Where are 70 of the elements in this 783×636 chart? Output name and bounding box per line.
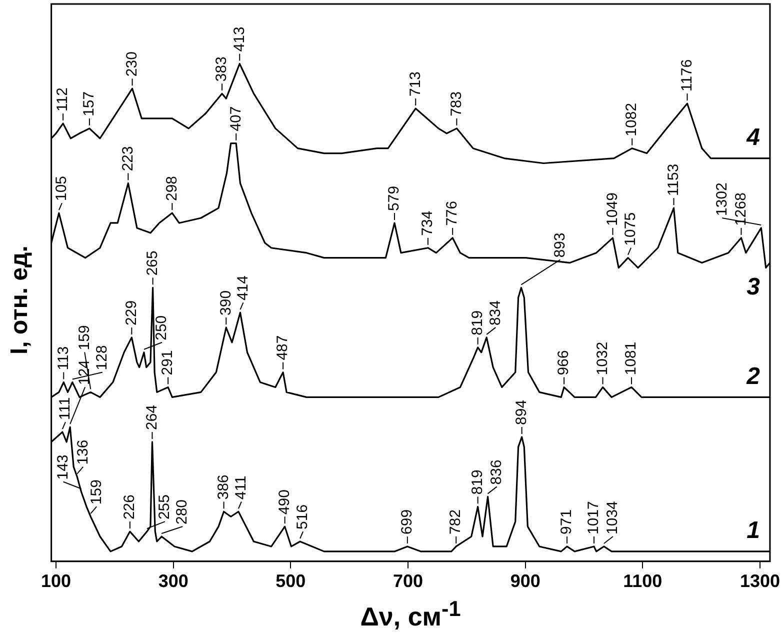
annotation: 1153 bbox=[664, 164, 682, 196]
annotation: 250 bbox=[153, 315, 170, 340]
annotation: 390 bbox=[217, 290, 234, 316]
series-label: 3 bbox=[746, 273, 761, 300]
annotation: 113 bbox=[54, 346, 72, 370]
annotation: 490 bbox=[276, 490, 293, 515]
annotation: 291 bbox=[159, 350, 176, 376]
annotation: 226 bbox=[121, 494, 138, 520]
annotation: 1034 bbox=[604, 501, 622, 534]
annotation: 128 bbox=[94, 345, 111, 370]
annotation: 834 bbox=[486, 300, 504, 326]
annotation: 713 bbox=[406, 71, 424, 97]
annotation: 1017 bbox=[585, 501, 602, 534]
annotation: 280 bbox=[174, 499, 191, 525]
annotation: 407 bbox=[227, 106, 244, 132]
annotation: 1082 bbox=[623, 102, 640, 136]
annotation: 411 bbox=[232, 476, 250, 500]
annotation: 699 bbox=[398, 509, 416, 534]
annotation: 112 bbox=[54, 88, 72, 112]
annotation: 159 bbox=[88, 480, 105, 505]
x-axis-title: Δν, см$^{-1}$ bbox=[359, 596, 462, 633]
annotation: 819 bbox=[468, 310, 486, 336]
annotation: 1081 bbox=[622, 342, 640, 376]
annotation: 1075 bbox=[622, 212, 640, 246]
x-tick-label: 300 bbox=[158, 571, 188, 592]
x-tick-label: 500 bbox=[276, 571, 306, 592]
annotation: 776 bbox=[444, 200, 461, 226]
annotation: 1032 bbox=[594, 342, 611, 376]
annotation: 413 bbox=[230, 26, 248, 52]
annotation: 487 bbox=[274, 335, 292, 360]
annotation: 414 bbox=[234, 276, 252, 301]
y-axis-title: I, отн. ед. bbox=[6, 244, 34, 356]
annotation: 229 bbox=[122, 300, 140, 326]
annotation: 819 bbox=[468, 470, 486, 495]
annotation: 516 bbox=[294, 504, 312, 530]
annotation: 1268 bbox=[732, 192, 750, 226]
x-tick-label: 1300 bbox=[740, 571, 780, 592]
annotation: 782 bbox=[447, 509, 464, 534]
annotation: 230 bbox=[123, 52, 140, 77]
annotation: 383 bbox=[213, 56, 230, 82]
annotation: 143 bbox=[54, 454, 72, 480]
annotation: 265 bbox=[144, 250, 161, 276]
annotation: 894 bbox=[512, 400, 530, 425]
x-tick-label: 900 bbox=[510, 571, 540, 592]
annotation: 1176 bbox=[678, 59, 696, 92]
annotation: 223 bbox=[119, 146, 136, 172]
annotation: 136 bbox=[74, 440, 92, 465]
annotation: 966 bbox=[555, 350, 572, 376]
x-tick-label: 100 bbox=[40, 571, 72, 592]
annotation: 1049 bbox=[604, 192, 621, 226]
x-tick-label: 1100 bbox=[623, 571, 662, 592]
annotation: 157 bbox=[80, 91, 98, 116]
annotation: 159 bbox=[76, 325, 93, 350]
series-label: 2 bbox=[746, 362, 761, 390]
series-label: 1 bbox=[746, 517, 760, 544]
series-label: 4 bbox=[746, 124, 760, 151]
annotation: 579 bbox=[386, 186, 403, 211]
annotation: 264 bbox=[143, 404, 160, 430]
annotation: 298 bbox=[163, 176, 180, 202]
annotation: 783 bbox=[448, 91, 465, 116]
annotation: 255 bbox=[156, 494, 174, 520]
annotation: 105 bbox=[53, 176, 70, 202]
annotation: 971 bbox=[558, 509, 576, 534]
annotation: 1302 bbox=[713, 182, 730, 216]
annotation: 836 bbox=[488, 460, 505, 485]
annotation: 111 bbox=[56, 397, 74, 420]
annotation: 386 bbox=[214, 474, 232, 500]
annotation: 893 bbox=[551, 232, 568, 258]
x-tick-label: 700 bbox=[392, 571, 424, 592]
annotation: 734 bbox=[419, 210, 436, 236]
